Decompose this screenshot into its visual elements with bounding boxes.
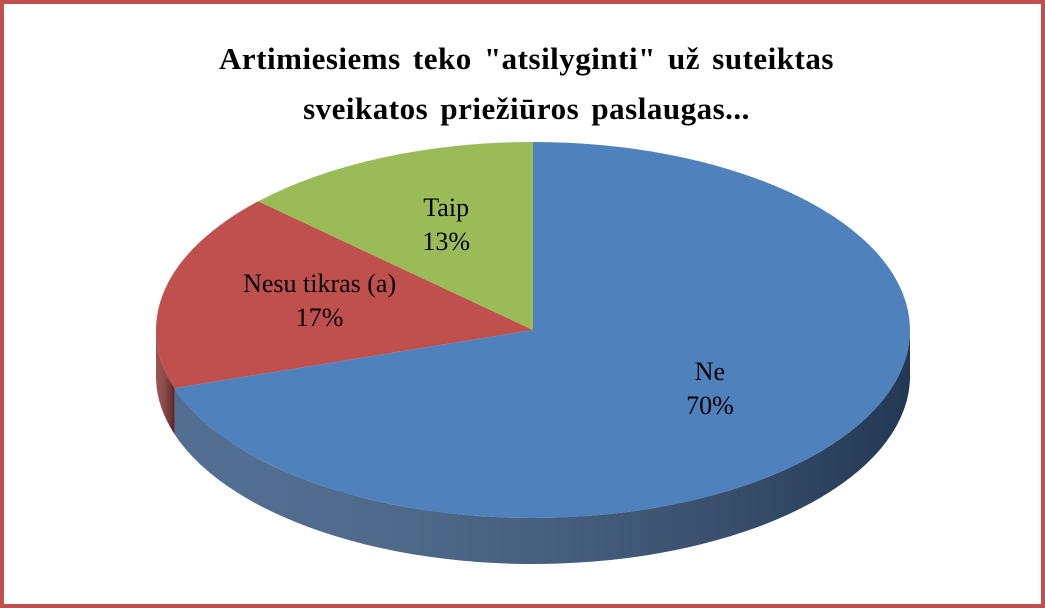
pie-slice	[258, 142, 533, 330]
label-category: Taip	[423, 193, 469, 222]
chart-title: Artimiesiems teko "atsilyginti" už sutei…	[219, 41, 834, 126]
pie-slice	[156, 201, 533, 389]
data-label: Ne 70%	[686, 357, 734, 420]
pie-side-shade	[174, 330, 911, 564]
data-label: Nesu tikras (a) 17%	[243, 269, 396, 332]
chart: Ne 70% Nesu tikras (a) 17% Taip 13%	[156, 142, 911, 564]
label-value: 13%	[422, 227, 470, 256]
pie-side-shade	[156, 330, 175, 435]
label-category: Nesu tikras (a)	[243, 269, 396, 298]
label-value: 70%	[686, 391, 734, 420]
data-label: Taip 13%	[422, 193, 470, 256]
pie-slice	[174, 142, 911, 518]
label-category: Ne	[695, 357, 725, 386]
label-value: 17%	[296, 303, 344, 332]
